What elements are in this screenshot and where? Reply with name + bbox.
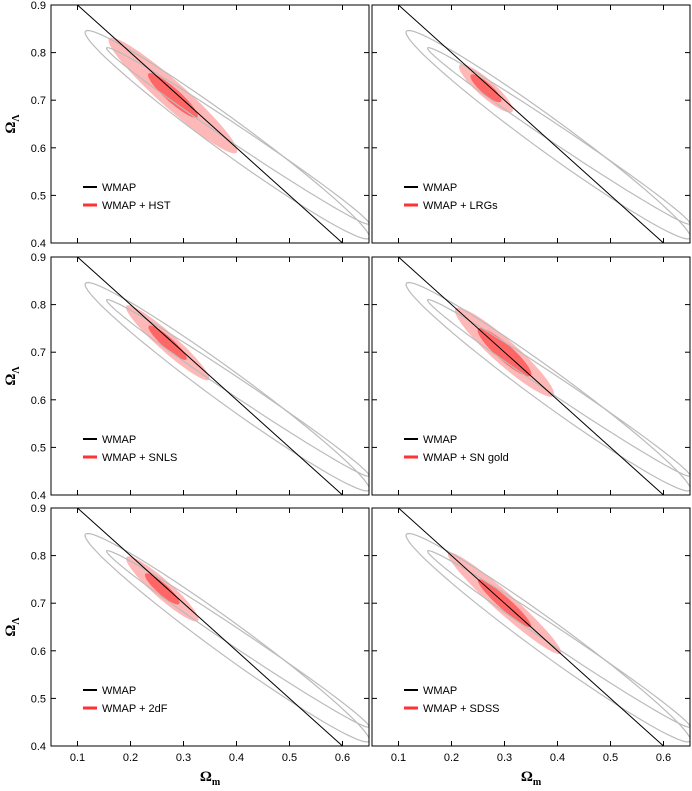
flat-universe-line: [398, 257, 664, 495]
wmap-95-contour: [84, 281, 369, 492]
y-tick-label: 0.6: [31, 646, 46, 658]
y-tick-label: 0.7: [31, 598, 46, 610]
legend-label-wmap: WMAP: [102, 685, 136, 697]
legend-label-wmap: WMAP: [102, 182, 136, 194]
x-tick-label: 0.6: [656, 752, 671, 764]
plot-area: [398, 5, 690, 243]
y-tick-label: 0.4: [31, 741, 46, 753]
wmap-68-contour: [105, 298, 369, 477]
combined-68-contour: [144, 573, 180, 605]
y-tick-label: 0.5: [31, 190, 46, 202]
y-tick-label: 0.5: [31, 693, 46, 705]
panel-5: 0.1 0.2 0.3 0.4 0.5 0.6 0.4 0.5 0.6 0.7 0.8 0.9 WMAP…: [3, 503, 370, 788]
y-tick-label: 0.7: [31, 347, 46, 359]
wmap-68-contour: [426, 298, 690, 477]
y-tick-label: 0.6: [31, 395, 46, 407]
wmap-95-contour: [405, 281, 690, 492]
legend-label-combined: WMAP + SDSS: [423, 703, 500, 715]
y-tick-label: 0.8: [31, 551, 46, 563]
x-tick-label: 0.1: [70, 752, 85, 764]
x-tick-label: 0.2: [444, 752, 459, 764]
y-tick-label: 0.8: [31, 300, 46, 312]
wmap-95-contour: [405, 29, 690, 240]
panel-2: WMAP WMAP + LRGs: [371, 4, 691, 244]
legend: WMAP WMAP + LRGs: [404, 182, 498, 212]
plot-area: [398, 508, 690, 746]
combined-68-contour: [148, 325, 187, 360]
legend: WMAP WMAP + SNLS: [83, 434, 177, 464]
y-tick-label: 0.6: [31, 143, 46, 155]
legend-label-wmap: WMAP: [423, 434, 457, 446]
legend: WMAP WMAP + SN gold: [404, 434, 509, 464]
x-tick-label: 0.4: [550, 752, 565, 764]
flat-universe-line: [77, 257, 343, 495]
legend-label-combined: WMAP + HST: [102, 200, 171, 212]
y-tick-label: 0.8: [31, 48, 46, 60]
y-tick-label: 0.4: [31, 238, 46, 250]
flat-universe-line: [398, 5, 664, 243]
plot-area: [77, 257, 369, 495]
y-tick-label: 0.5: [31, 442, 46, 454]
y-tick-label: 0.9: [31, 503, 46, 515]
combined-68-contour: [148, 73, 198, 118]
wmap-68-contour: [426, 46, 690, 225]
legend: WMAP WMAP + 2dF: [83, 685, 168, 715]
panel-frame: [50, 256, 370, 496]
legend-label-wmap: WMAP: [423, 182, 457, 194]
y-axis-title: ΩΛ: [3, 617, 22, 637]
legend-label-wmap: WMAP: [102, 434, 136, 446]
x-tick-label: 0.5: [603, 752, 618, 764]
plot-area: [398, 257, 690, 495]
panel-6: 0.1 0.2 0.3 0.4 0.5 0.6 WMAP WMAP + SDSS Ωm: [371, 507, 691, 788]
flat-universe-line: [77, 5, 343, 243]
combined-68-contour: [470, 74, 502, 103]
x-tick-label: 0.6: [335, 752, 350, 764]
wmap-95-contour: [405, 532, 690, 743]
y-tick-label: 0.9: [31, 252, 46, 264]
x-axis-title: Ωm: [200, 769, 221, 788]
wmap-68-contour: [105, 549, 369, 728]
x-tick-label: 0.4: [229, 752, 244, 764]
x-tick-label: 0.5: [282, 752, 297, 764]
y-tick-label: 0.7: [31, 95, 46, 107]
wmap-68-contour: [426, 549, 690, 728]
legend-label-wmap: WMAP: [423, 685, 457, 697]
panel-frame: [371, 507, 691, 747]
x-tick-label: 0.3: [176, 752, 191, 764]
panel-1: 0.4 0.5 0.6 0.7 0.8 0.9 WMAP WMAP + HST ΩΛ: [3, 0, 370, 250]
y-axis-title: ΩΛ: [3, 366, 22, 386]
x-axis-title: Ωm: [521, 769, 542, 788]
legend-label-combined: WMAP + 2dF: [102, 703, 168, 715]
plot-area: [77, 5, 369, 243]
panel-frame: [371, 4, 691, 244]
y-tick-label: 0.9: [31, 0, 46, 12]
x-tick-label: 0.3: [497, 752, 512, 764]
plot-area: [77, 508, 369, 746]
y-axis-title: ΩΛ: [3, 114, 22, 134]
legend-label-combined: WMAP + LRGs: [423, 200, 498, 212]
legend: WMAP WMAP + HST: [83, 182, 171, 212]
legend: WMAP WMAP + SDSS: [404, 685, 500, 715]
legend-label-combined: WMAP + SN gold: [423, 452, 509, 464]
panel-4: WMAP WMAP + SN gold: [371, 256, 691, 496]
y-tick-label: 0.4: [31, 490, 46, 502]
x-tick-label: 0.2: [123, 752, 138, 764]
x-tick-label: 0.1: [391, 752, 406, 764]
panel-frame: [371, 256, 691, 496]
wmap-95-contour: [84, 532, 369, 743]
wmap-68-contour: [105, 46, 369, 225]
panel-frame: [50, 4, 370, 244]
flat-universe-line: [77, 508, 343, 746]
wmap-95-contour: [84, 29, 369, 240]
panel-3: 0.4 0.5 0.6 0.7 0.8 0.9 WMAP WMAP + SNLS ΩΛ: [3, 252, 370, 502]
panel-frame: [50, 507, 370, 747]
legend-label-combined: WMAP + SNLS: [102, 452, 177, 464]
flat-universe-line: [398, 508, 664, 746]
